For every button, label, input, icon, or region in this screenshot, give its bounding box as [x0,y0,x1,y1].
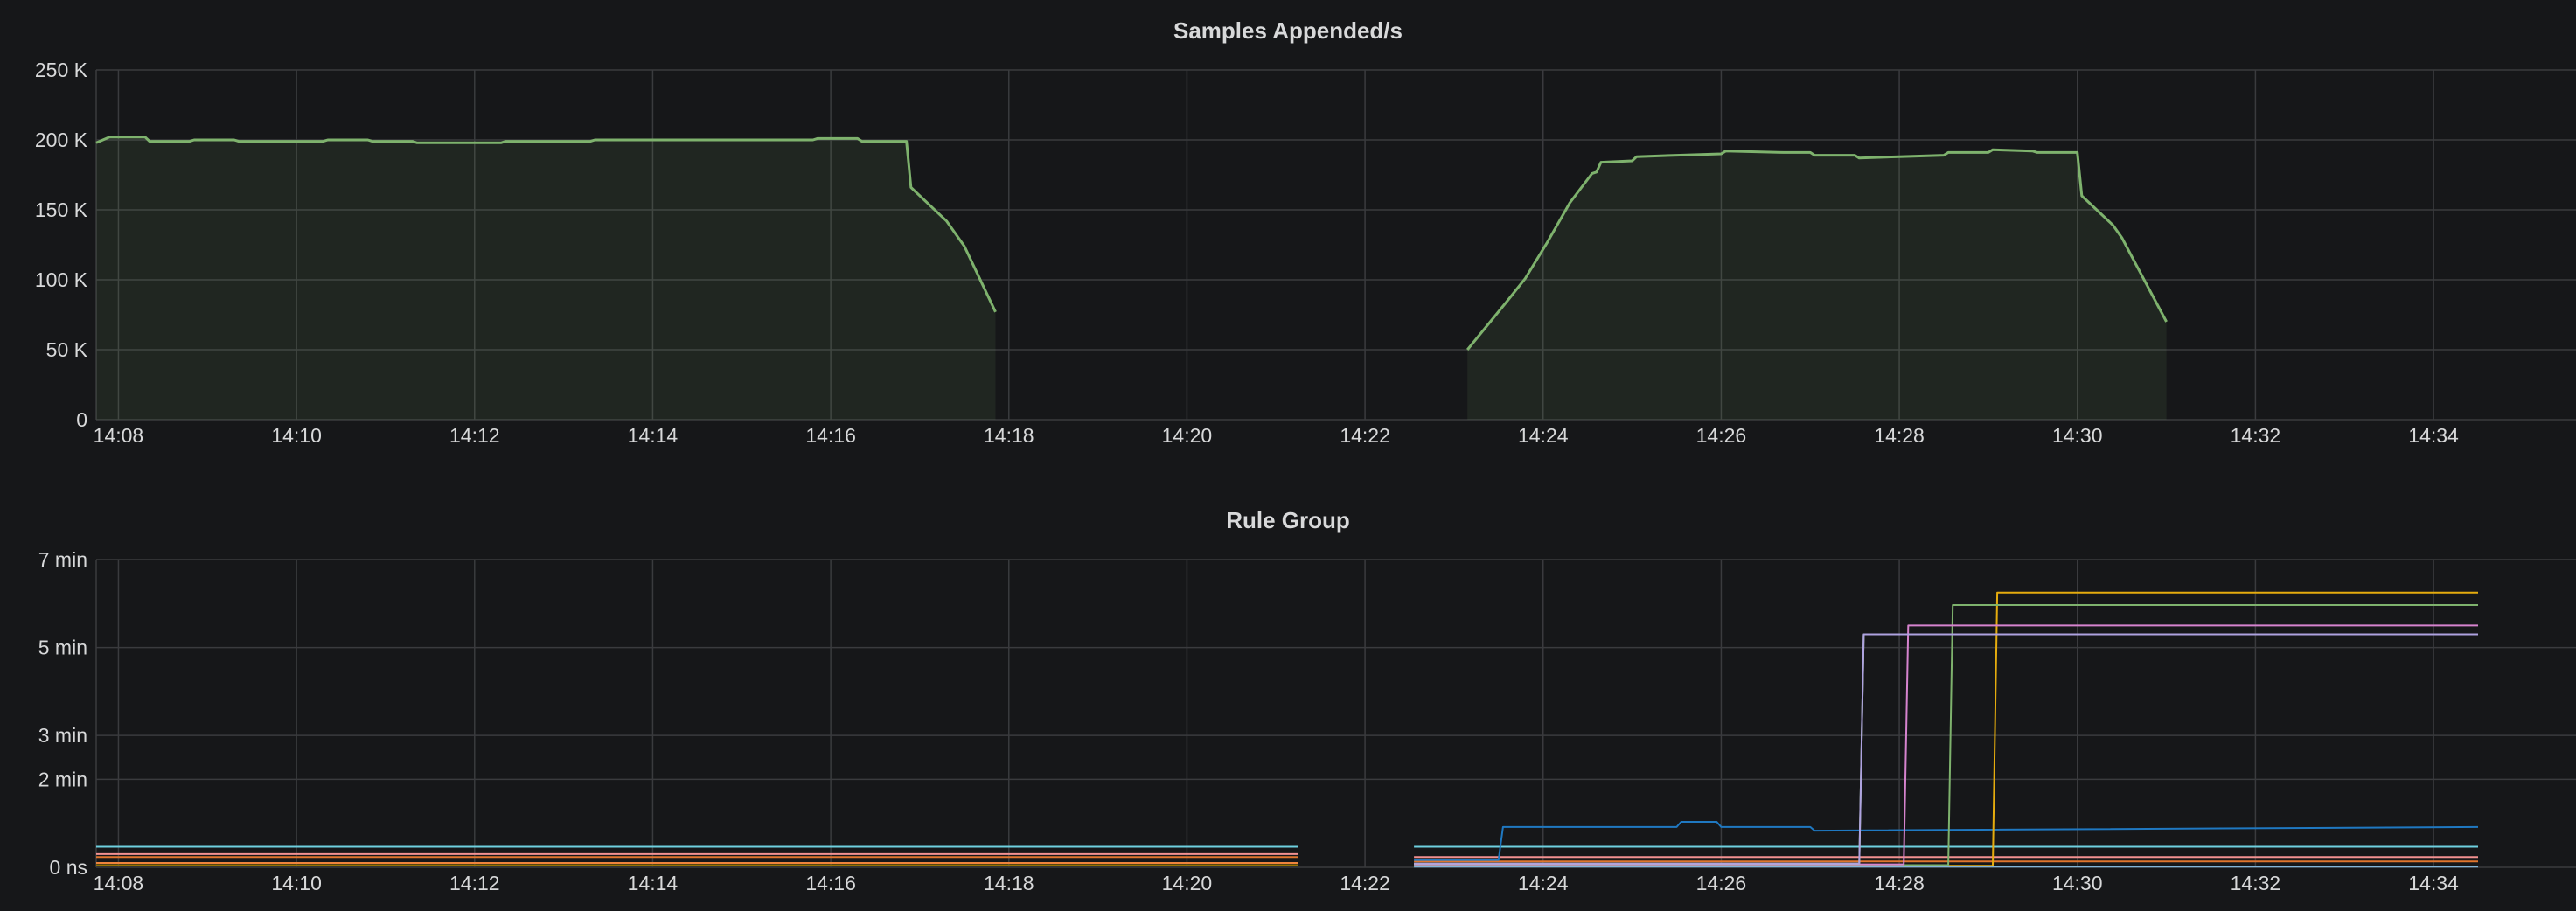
x-tick-label: 14:24 [1518,872,1569,894]
series-line[interactable] [1466,148,2168,351]
series-line[interactable] [95,136,997,313]
samples-appended-chart[interactable]: 0 50 K 100 K 150 K 200 K 250 K 14:08 14:10 14:12… [0,0,2576,472]
x-tick-label: 14:20 [1162,872,1213,894]
x-tick-label: 14:34 [2408,872,2459,894]
x-tick-label: 14:12 [449,424,500,447]
x-tick-label: 14:14 [628,424,679,447]
x-tick-label: 14:28 [1874,424,1925,447]
series-line[interactable] [1414,633,2478,865]
x-tick-label: 14:18 [984,872,1034,894]
series-area-fill [1467,150,2167,420]
x-tick-label: 14:14 [628,872,679,894]
x-tick-label: 14:16 [805,424,856,447]
series-area-fill [96,136,996,421]
panel-title[interactable]: Rule Group [1226,507,1350,533]
x-tick-label: 14:08 [94,424,144,447]
x-tick-label: 14:28 [1874,872,1925,894]
x-tick-label: 14:24 [1518,424,1569,447]
samples-appended-panel[interactable]: Samples Appended/s 0 50 K 100 K 150 K 200 K 2… [0,0,2576,472]
y-tick-label: 200 K [35,129,88,151]
x-tick-label: 14:10 [271,424,322,447]
x-tick-label: 14:34 [2408,424,2459,447]
y-tick-label: 7 min [38,548,87,571]
x-tick-label: 14:30 [2052,872,2103,894]
x-tick-label: 14:18 [984,424,1034,447]
y-tick-label: 0 ns [50,856,87,879]
x-tick-label: 14:22 [1340,424,1390,447]
y-tick-label: 50 K [46,338,88,361]
y-tick-label: 2 min [38,768,87,790]
x-tick-label: 14:30 [2052,424,2103,447]
x-tick-label: 14:26 [1696,872,1747,894]
y-tick-label: 3 min [38,724,87,747]
x-tick-label: 14:32 [2231,872,2281,894]
y-tick-label: 5 min [38,636,87,659]
x-tick-label: 14:10 [271,872,322,894]
x-tick-label: 14:12 [449,872,500,894]
x-tick-label: 14:32 [2231,424,2281,447]
rule-group-chart[interactable]: 0 ns 2 min 3 min 5 min 7 min 14:08 14:10 14:12 1… [0,490,2576,911]
panel-title[interactable]: Samples Appended/s [1173,17,1403,44]
x-tick-label: 14:22 [1340,872,1390,894]
y-tick-label: 100 K [35,268,88,291]
y-tick-label: 0 [76,408,87,431]
x-tick-label: 14:16 [805,872,856,894]
x-tick-label: 14:20 [1162,424,1213,447]
x-tick-label: 14:08 [94,872,144,894]
y-tick-label: 150 K [35,198,88,221]
rule-group-panel[interactable]: Rule Group 0 ns 2 min 3 min 5 min 7 min 14:08… [0,490,2576,911]
series-line[interactable] [1414,821,2479,861]
y-tick-label: 250 K [35,59,88,81]
grid [95,559,2576,868]
grid [95,69,2576,421]
x-tick-label: 14:26 [1696,424,1747,447]
